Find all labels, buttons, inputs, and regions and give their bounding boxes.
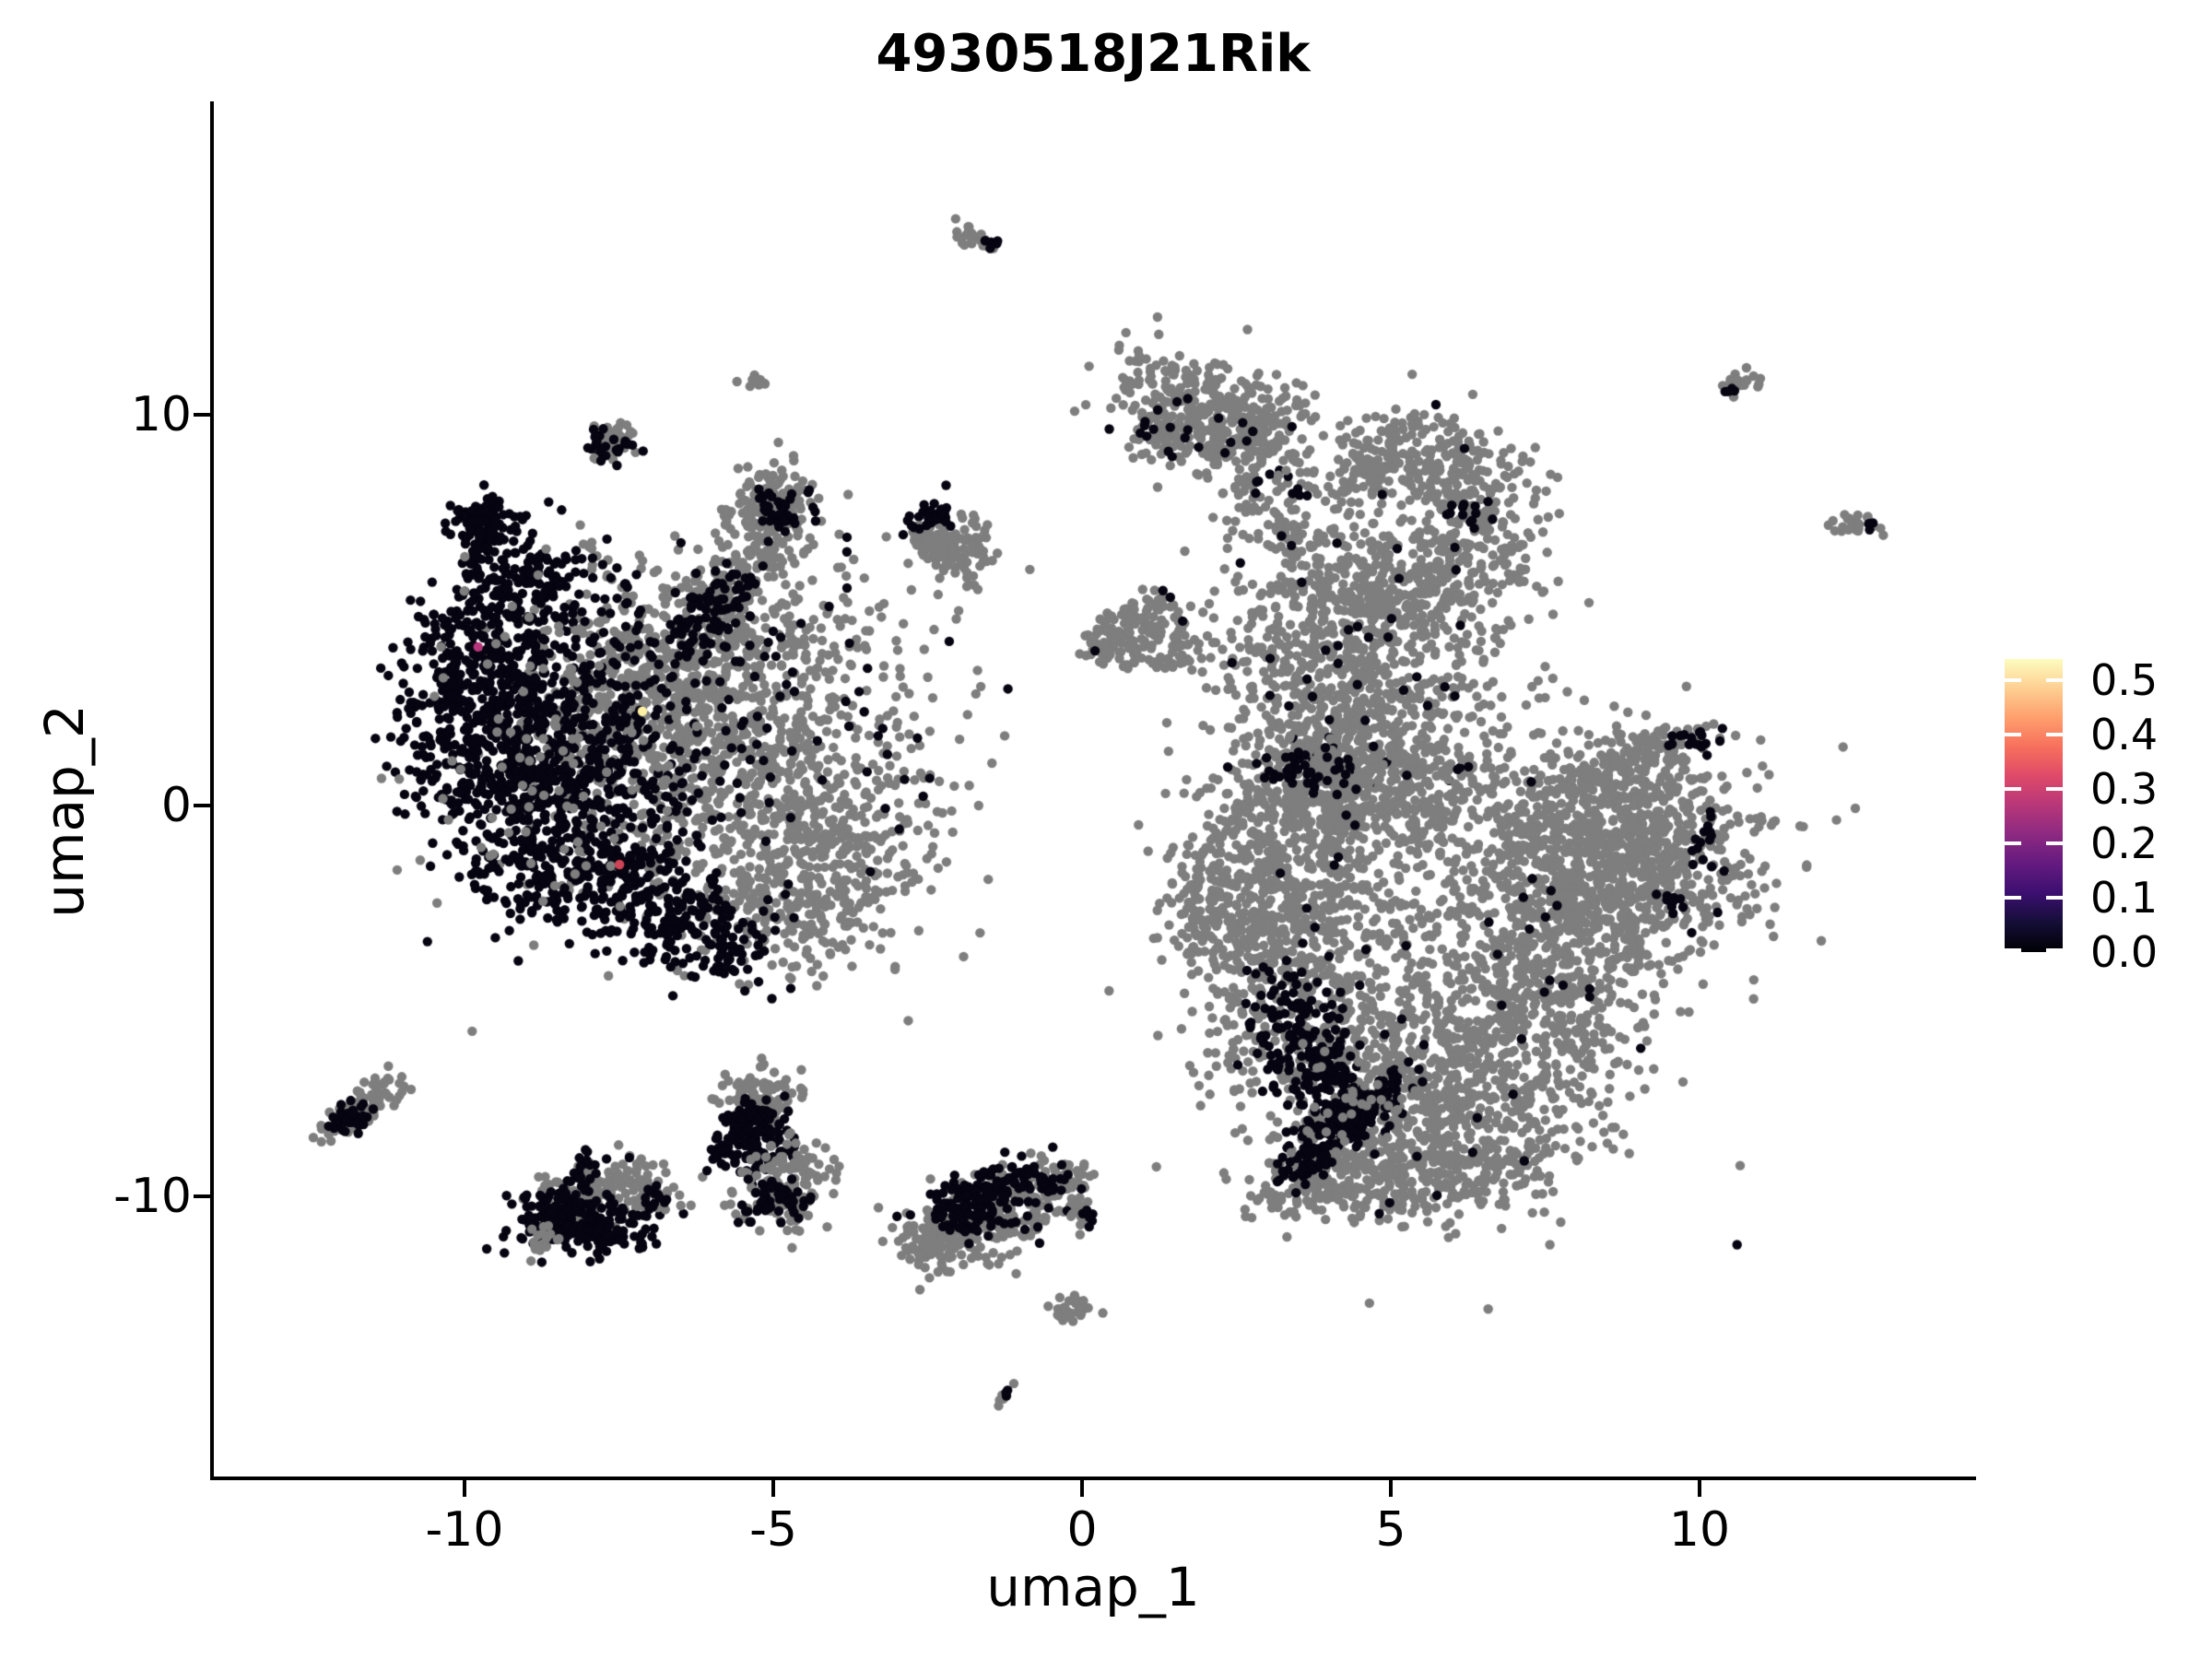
x-tick-mark xyxy=(1389,1480,1393,1497)
y-tick-mark xyxy=(194,413,210,417)
y-tick-mark xyxy=(194,804,210,807)
y-tick-mark xyxy=(194,1194,210,1198)
x-axis-title: umap_1 xyxy=(986,1556,1200,1618)
colorbar-tick xyxy=(2046,733,2063,736)
colorbar-tick xyxy=(2046,948,2063,952)
x-tick-mark xyxy=(1080,1480,1084,1497)
x-tick-label: 0 xyxy=(1066,1502,1098,1558)
colorbar-tick xyxy=(2005,787,2021,791)
colorbar-label: 0.4 xyxy=(2090,710,2159,759)
colorbar-tick xyxy=(2005,733,2021,736)
x-axis-line xyxy=(210,1477,1976,1480)
colorbar-tick xyxy=(2005,896,2021,900)
y-tick-label: 10 xyxy=(130,387,192,442)
x-tick-mark xyxy=(463,1480,466,1497)
colorbar-tick xyxy=(2046,678,2063,682)
x-tick-mark xyxy=(1698,1480,1701,1497)
colorbar-tick xyxy=(2005,841,2021,845)
y-tick-label: -10 xyxy=(113,1169,192,1224)
colorbar-label: 0.5 xyxy=(2090,655,2159,705)
x-tick-mark xyxy=(771,1480,775,1497)
colorbar-tick xyxy=(2005,678,2021,682)
colorbar-tick xyxy=(2046,841,2063,845)
colorbar-gradient xyxy=(2005,659,2063,952)
y-tick-label: 0 xyxy=(160,778,192,833)
colorbar-label: 0.1 xyxy=(2090,873,2159,923)
x-tick-label: -10 xyxy=(425,1502,504,1558)
colorbar-label: 0.3 xyxy=(2090,764,2159,814)
colorbar-label: 0.2 xyxy=(2090,818,2159,868)
colorbar-tick xyxy=(2046,787,2063,791)
y-axis-line xyxy=(210,101,214,1480)
x-tick-label: 5 xyxy=(1375,1502,1406,1558)
x-tick-label: -5 xyxy=(749,1502,797,1558)
plot-title: 4930518J21Rik xyxy=(876,24,1311,84)
colorbar-tick xyxy=(2005,948,2021,952)
y-axis-title: umap_2 xyxy=(33,704,96,918)
x-tick-label: 10 xyxy=(1668,1502,1731,1558)
colorbar-tick xyxy=(2046,896,2063,900)
colorbar-label: 0.0 xyxy=(2090,927,2159,977)
